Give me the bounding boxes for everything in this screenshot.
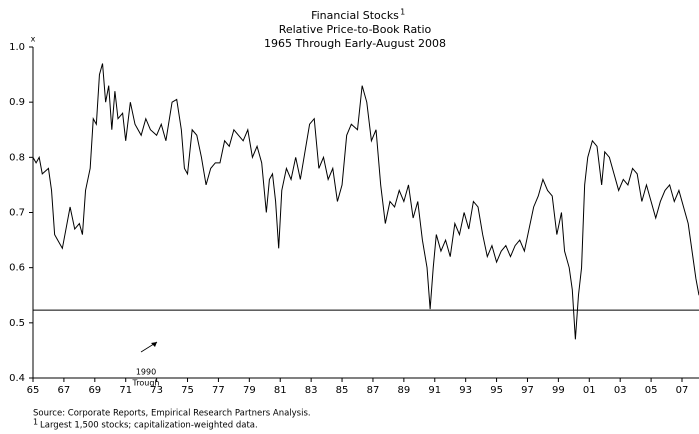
annotation-arrowhead xyxy=(151,342,157,347)
chart-title: Financial Stocks xyxy=(311,9,399,22)
y-tick-label: 0.5 xyxy=(9,318,25,329)
x-tick-label: 81 xyxy=(274,385,287,396)
source-note: Source: Corporate Reports, Empirical Res… xyxy=(33,409,311,419)
y-tick-label: 0.4 xyxy=(9,373,25,384)
x-tick-label: 99 xyxy=(552,385,565,396)
x-tick-label: 67 xyxy=(58,385,71,396)
x-tick-label: 89 xyxy=(397,385,410,396)
x-tick-label: 97 xyxy=(521,385,534,396)
annotation-label: 1990 xyxy=(136,368,156,377)
y-tick-label: 0.7 xyxy=(9,208,25,219)
x-tick-label: 83 xyxy=(305,385,318,396)
chart-subtitle: Relative Price-to-Book Ratio xyxy=(279,23,432,36)
annotation-label: Trough xyxy=(132,379,160,388)
x-tick-label: 79 xyxy=(243,385,256,396)
x-tick-label: 65 xyxy=(27,385,40,396)
x-tick-label: 03 xyxy=(614,385,627,396)
footnote: Largest 1,500 stocks; capitalization-wei… xyxy=(40,421,258,431)
footnote-mark: 1 xyxy=(33,418,38,427)
y-tick-label: 0.6 xyxy=(9,263,25,274)
x-tick-label: 77 xyxy=(212,385,225,396)
y-tick-label: 0.8 xyxy=(9,152,25,163)
x-tick-label: 91 xyxy=(428,385,441,396)
y-tick-label: 1.0 xyxy=(9,42,25,53)
chart-subtitle: 1965 Through Early-August 2008 xyxy=(264,37,446,50)
title-footnote-mark: 1 xyxy=(400,8,405,17)
x-tick-label: 07 xyxy=(676,385,689,396)
x-tick-label: 71 xyxy=(119,385,132,396)
x-tick-label: 73 xyxy=(150,385,163,396)
y-tick-label: 0.9 xyxy=(9,97,25,108)
y-unit: x xyxy=(31,35,36,44)
x-tick-label: 01 xyxy=(583,385,596,396)
data-line xyxy=(32,63,699,340)
x-tick-label: 85 xyxy=(336,385,349,396)
x-tick-label: 69 xyxy=(88,385,101,396)
x-tick-label: 75 xyxy=(181,385,194,396)
x-tick-label: 05 xyxy=(645,385,658,396)
x-tick-label: 87 xyxy=(367,385,380,396)
x-tick-label: 93 xyxy=(459,385,472,396)
x-tick-label: 95 xyxy=(490,385,503,396)
